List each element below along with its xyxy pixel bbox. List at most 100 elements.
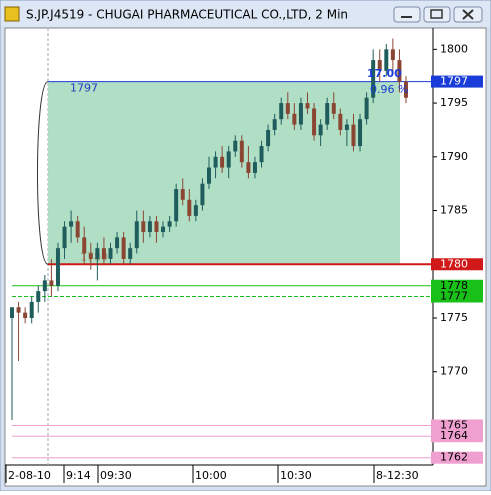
- level-tag-label: 1797: [440, 75, 468, 88]
- minimize-button[interactable]: [393, 6, 421, 23]
- y-tick-label: 1790: [440, 150, 468, 163]
- candle-body: [200, 183, 205, 206]
- level-tag: [431, 430, 483, 443]
- candle-body: [23, 312, 28, 318]
- candle-body: [331, 103, 336, 114]
- candle-body: [101, 248, 106, 259]
- level-tag-label: 1764: [440, 429, 468, 442]
- candle-body: [279, 103, 284, 120]
- candle-body: [351, 124, 356, 147]
- candle-body: [358, 119, 363, 147]
- candle-body: [161, 226, 166, 233]
- candle-body: [82, 237, 87, 254]
- x-tick-label: 10:00: [195, 469, 227, 482]
- candle-body: [390, 49, 395, 61]
- y-tick-label: 1775: [440, 311, 468, 324]
- candle-body: [298, 103, 303, 125]
- candle-body: [397, 60, 402, 82]
- level-tag: [431, 451, 483, 464]
- app-icon: [4, 6, 20, 22]
- candle-body: [75, 221, 80, 238]
- candle-body: [134, 221, 139, 249]
- candle-body: [371, 60, 376, 98]
- candle-body: [292, 113, 297, 125]
- candle-body: [384, 49, 389, 71]
- candle-body: [16, 307, 21, 313]
- candle-body: [141, 221, 146, 233]
- candle-body: [154, 221, 159, 233]
- x-tick-label: 09:30: [100, 469, 132, 482]
- range-bracket: [37, 81, 49, 265]
- candle-body: [180, 189, 185, 200]
- x-tick-label: 2-08-10: [8, 469, 51, 482]
- level-tag: [431, 290, 483, 303]
- range-box: [48, 81, 400, 265]
- maximize-icon: [430, 9, 443, 19]
- candle-body: [252, 162, 257, 173]
- candle-body: [377, 60, 382, 71]
- candle-body: [147, 221, 152, 233]
- candle-body: [29, 301, 34, 318]
- candle-body: [233, 140, 238, 152]
- box-top-label: 1797: [70, 82, 98, 95]
- candle-body: [344, 124, 349, 130]
- candle-body: [404, 81, 408, 98]
- candle-body: [42, 280, 47, 292]
- level-tag: [431, 279, 483, 292]
- candle-body: [207, 167, 211, 184]
- candle-body: [95, 248, 100, 259]
- candle-body: [213, 156, 218, 168]
- candle-body: [226, 151, 231, 168]
- candle-body: [318, 124, 323, 136]
- candle-body: [167, 221, 172, 227]
- candle-body: [266, 129, 271, 147]
- candle-body: [187, 199, 192, 216]
- candle-body: [10, 307, 14, 318]
- candle-body: [272, 119, 277, 130]
- level-tag: [431, 419, 483, 432]
- y-tick-label: 1795: [440, 96, 468, 109]
- candle-body: [325, 103, 330, 125]
- level-tag-label: 1765: [440, 418, 468, 431]
- level-tag-label: 1777: [440, 290, 468, 303]
- candle-body: [108, 248, 113, 259]
- candle-body: [115, 237, 120, 249]
- candle-body: [305, 103, 310, 109]
- candle-body: [239, 140, 244, 163]
- candle-body: [259, 146, 264, 163]
- annotation: 0.96 %: [370, 83, 408, 96]
- candle-body: [69, 221, 74, 227]
- candle-body: [128, 248, 133, 259]
- x-tick-label: 10:30: [280, 469, 312, 482]
- level-tag-label: 1780: [440, 257, 468, 270]
- close-icon: [462, 9, 474, 20]
- candle-body: [49, 280, 54, 286]
- candle-body: [193, 205, 198, 216]
- candle-body: [174, 189, 179, 222]
- candle-body: [338, 113, 343, 130]
- candle-body: [36, 291, 41, 302]
- y-tick-label: 1770: [440, 365, 468, 378]
- candle-body: [364, 97, 369, 120]
- x-tick-label: 9:14: [66, 469, 91, 482]
- box-bottom-label: 1780: [80, 250, 108, 263]
- candle-body: [312, 108, 317, 136]
- candle-body: [55, 248, 60, 286]
- level-tag-label: 1762: [440, 451, 468, 464]
- level-tag: [431, 258, 483, 271]
- candle-body: [285, 103, 290, 114]
- candle-body: [246, 162, 251, 173]
- candle-body: [88, 253, 93, 259]
- x-tick-label: 8-12:30: [376, 469, 419, 482]
- annotation: 17.00: [367, 67, 402, 80]
- window-title: S.JP.J4519 - CHUGAI PHARMACEUTICAL CO.,L…: [26, 8, 348, 22]
- level-tag: [431, 75, 483, 88]
- candle-body: [220, 156, 225, 168]
- candle-body: [62, 226, 67, 249]
- level-tag-label: 1778: [440, 279, 468, 292]
- y-tick-label: 1785: [440, 204, 468, 217]
- candle-body: [121, 237, 126, 259]
- y-tick-label: 1800: [440, 42, 468, 55]
